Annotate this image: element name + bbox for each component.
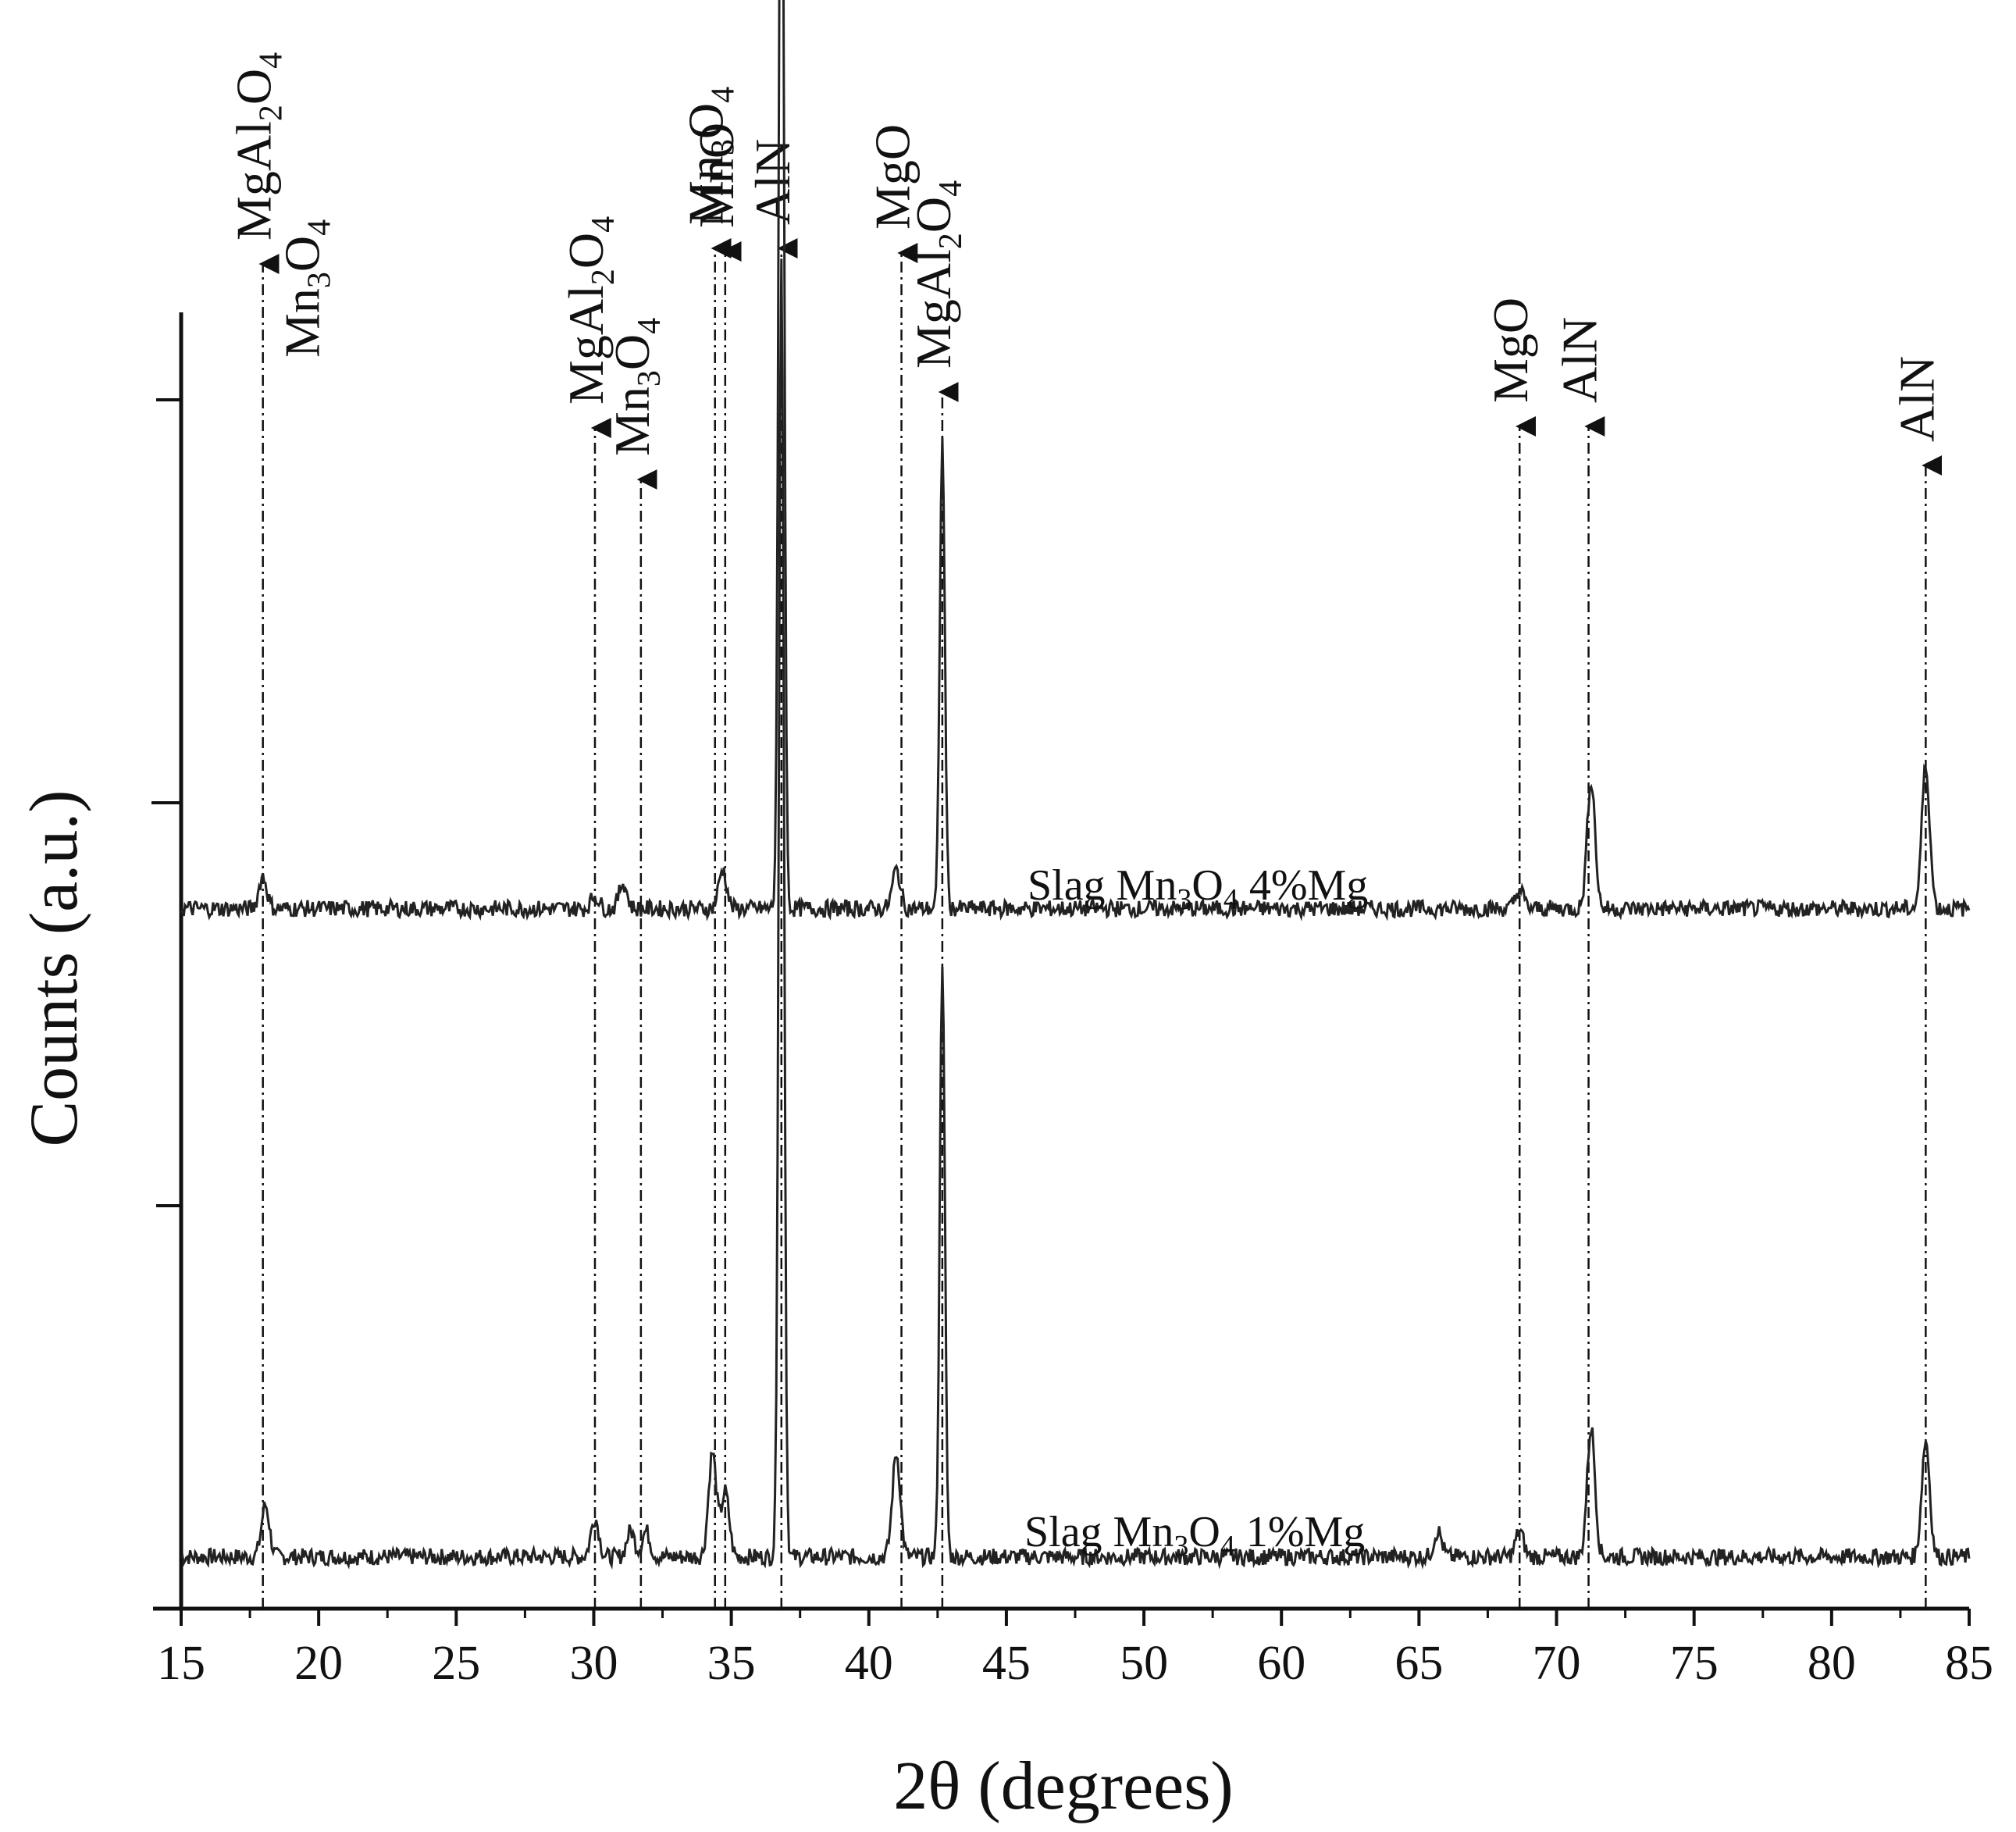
axes xyxy=(151,312,1969,1611)
x-tick-label: 25 xyxy=(432,1637,480,1690)
y-axis-title: Counts (a.u.) xyxy=(16,789,92,1146)
x-tick-label: 15 xyxy=(157,1637,205,1690)
phase-label: MgAl2O4 xyxy=(226,52,290,241)
phase-label: MgAl2O4 xyxy=(558,216,622,405)
x-tick-label: 80 xyxy=(1808,1637,1856,1690)
phase-label: MnO xyxy=(689,123,744,228)
x-tick-label: 60 xyxy=(1257,1637,1305,1690)
phase-label: MgO xyxy=(1483,298,1538,403)
phase-label: AlN xyxy=(1552,317,1608,403)
phase-label: MgO xyxy=(865,124,921,230)
series-label: Slag Mn3O4 4%Mg xyxy=(1028,861,1368,916)
x-tick-label: 20 xyxy=(294,1637,343,1690)
x-tick-label: 75 xyxy=(1670,1637,1719,1690)
series-label: Slag Mn3O4 1%Mg xyxy=(1024,1508,1365,1563)
x-axis-title: 2θ (degrees) xyxy=(893,1748,1234,1824)
series-line xyxy=(180,0,1971,921)
x-tick-label: 65 xyxy=(1394,1637,1443,1690)
series-line xyxy=(180,258,1971,1570)
x-tick-label: 30 xyxy=(569,1637,618,1690)
x-ticks: 15 20 25 30 35 40 45 50 60 65 70 75 80 85 xyxy=(157,1609,1993,1690)
x-tick-label: 35 xyxy=(707,1637,756,1690)
phase-label: Mn3O4 xyxy=(275,219,338,358)
phase-label: AlN xyxy=(1889,356,1944,442)
series-group: Slag Mn3O4 1%Mg Slag Mn3O4 4%Mg xyxy=(180,0,1971,1570)
phase-label: Mn3O4 xyxy=(604,318,668,456)
phase-label: MgAl2O4 xyxy=(906,180,969,369)
x-tick-label: 45 xyxy=(982,1637,1031,1690)
x-tick-label: 70 xyxy=(1533,1637,1581,1690)
x-tick-label: 40 xyxy=(845,1637,893,1690)
phase-label: AlN xyxy=(745,139,800,225)
x-tick-label: 85 xyxy=(1945,1637,1993,1690)
x-tick-label: 50 xyxy=(1120,1637,1168,1690)
phase-label: Mn3O4 xyxy=(679,87,742,225)
